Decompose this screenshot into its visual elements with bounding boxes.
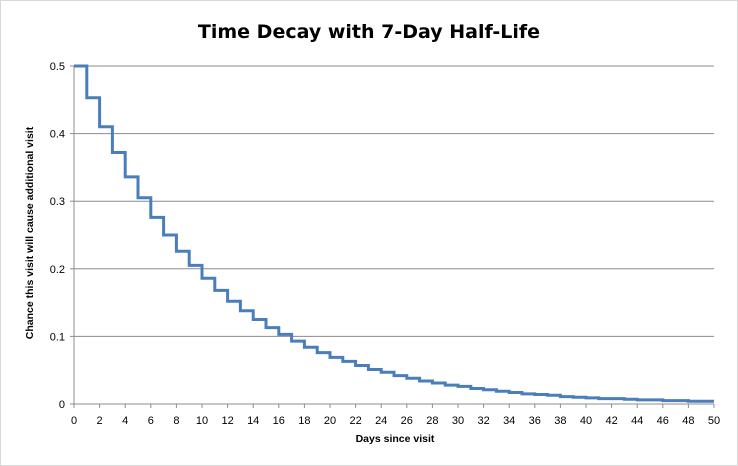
x-tick-label: 30 (452, 415, 464, 427)
x-tick-label: 46 (657, 415, 669, 427)
x-tick-label: 8 (173, 415, 179, 427)
x-tick-label: 32 (477, 415, 489, 427)
x-tick-label: 12 (221, 415, 233, 427)
y-tick-label: 0 (59, 399, 65, 411)
y-tick-labels: 0 0.1 0.2 0.3 0.4 0.5 (50, 61, 65, 411)
y-tick-label: 0.5 (50, 61, 65, 73)
y-axis-label: Chance this visit will cause additional … (24, 126, 36, 339)
x-tick-label: 4 (122, 415, 128, 427)
x-axis-label: Days since visit (356, 433, 435, 445)
x-tick-label: 0 (71, 415, 77, 427)
x-tick-label: 16 (273, 415, 285, 427)
x-tick-label: 36 (529, 415, 541, 427)
x-tick-label: 24 (375, 415, 387, 427)
x-tick-label: 42 (605, 415, 617, 427)
x-tick-label: 22 (349, 415, 361, 427)
gridlines (74, 65, 714, 337)
x-tick-label: 14 (247, 415, 259, 427)
y-tick-label: 0.4 (50, 129, 65, 141)
y-tick-label: 0.1 (50, 331, 65, 343)
x-tick-label: 34 (503, 415, 515, 427)
x-tick-label: 38 (554, 415, 566, 427)
x-tick-label: 44 (631, 415, 643, 427)
x-tick-labels: 0 2 4 6 8 10 12 14 16 18 20 22 24 26 28 30 32 34 36 38 40 42 4… (71, 415, 720, 427)
x-tick-label: 48 (682, 415, 694, 427)
x-tick-label: 28 (426, 415, 438, 427)
x-tick-label: 26 (401, 415, 413, 427)
y-tick-label: 0.3 (50, 196, 65, 208)
axes (70, 65, 715, 408)
x-tick-label: 50 (708, 415, 720, 427)
x-tick-label: 6 (148, 415, 154, 427)
chart-title: Time Decay with 7-Day Half-Life (198, 21, 540, 43)
x-tick-label: 18 (298, 415, 310, 427)
y-tick-label: 0.2 (50, 264, 65, 276)
series-group (74, 64, 714, 403)
x-tick-label: 2 (97, 415, 103, 427)
x-tick-label: 40 (580, 415, 592, 427)
series-line (74, 64, 714, 403)
x-tick-label: 20 (324, 415, 336, 427)
x-tick-label: 10 (196, 415, 208, 427)
